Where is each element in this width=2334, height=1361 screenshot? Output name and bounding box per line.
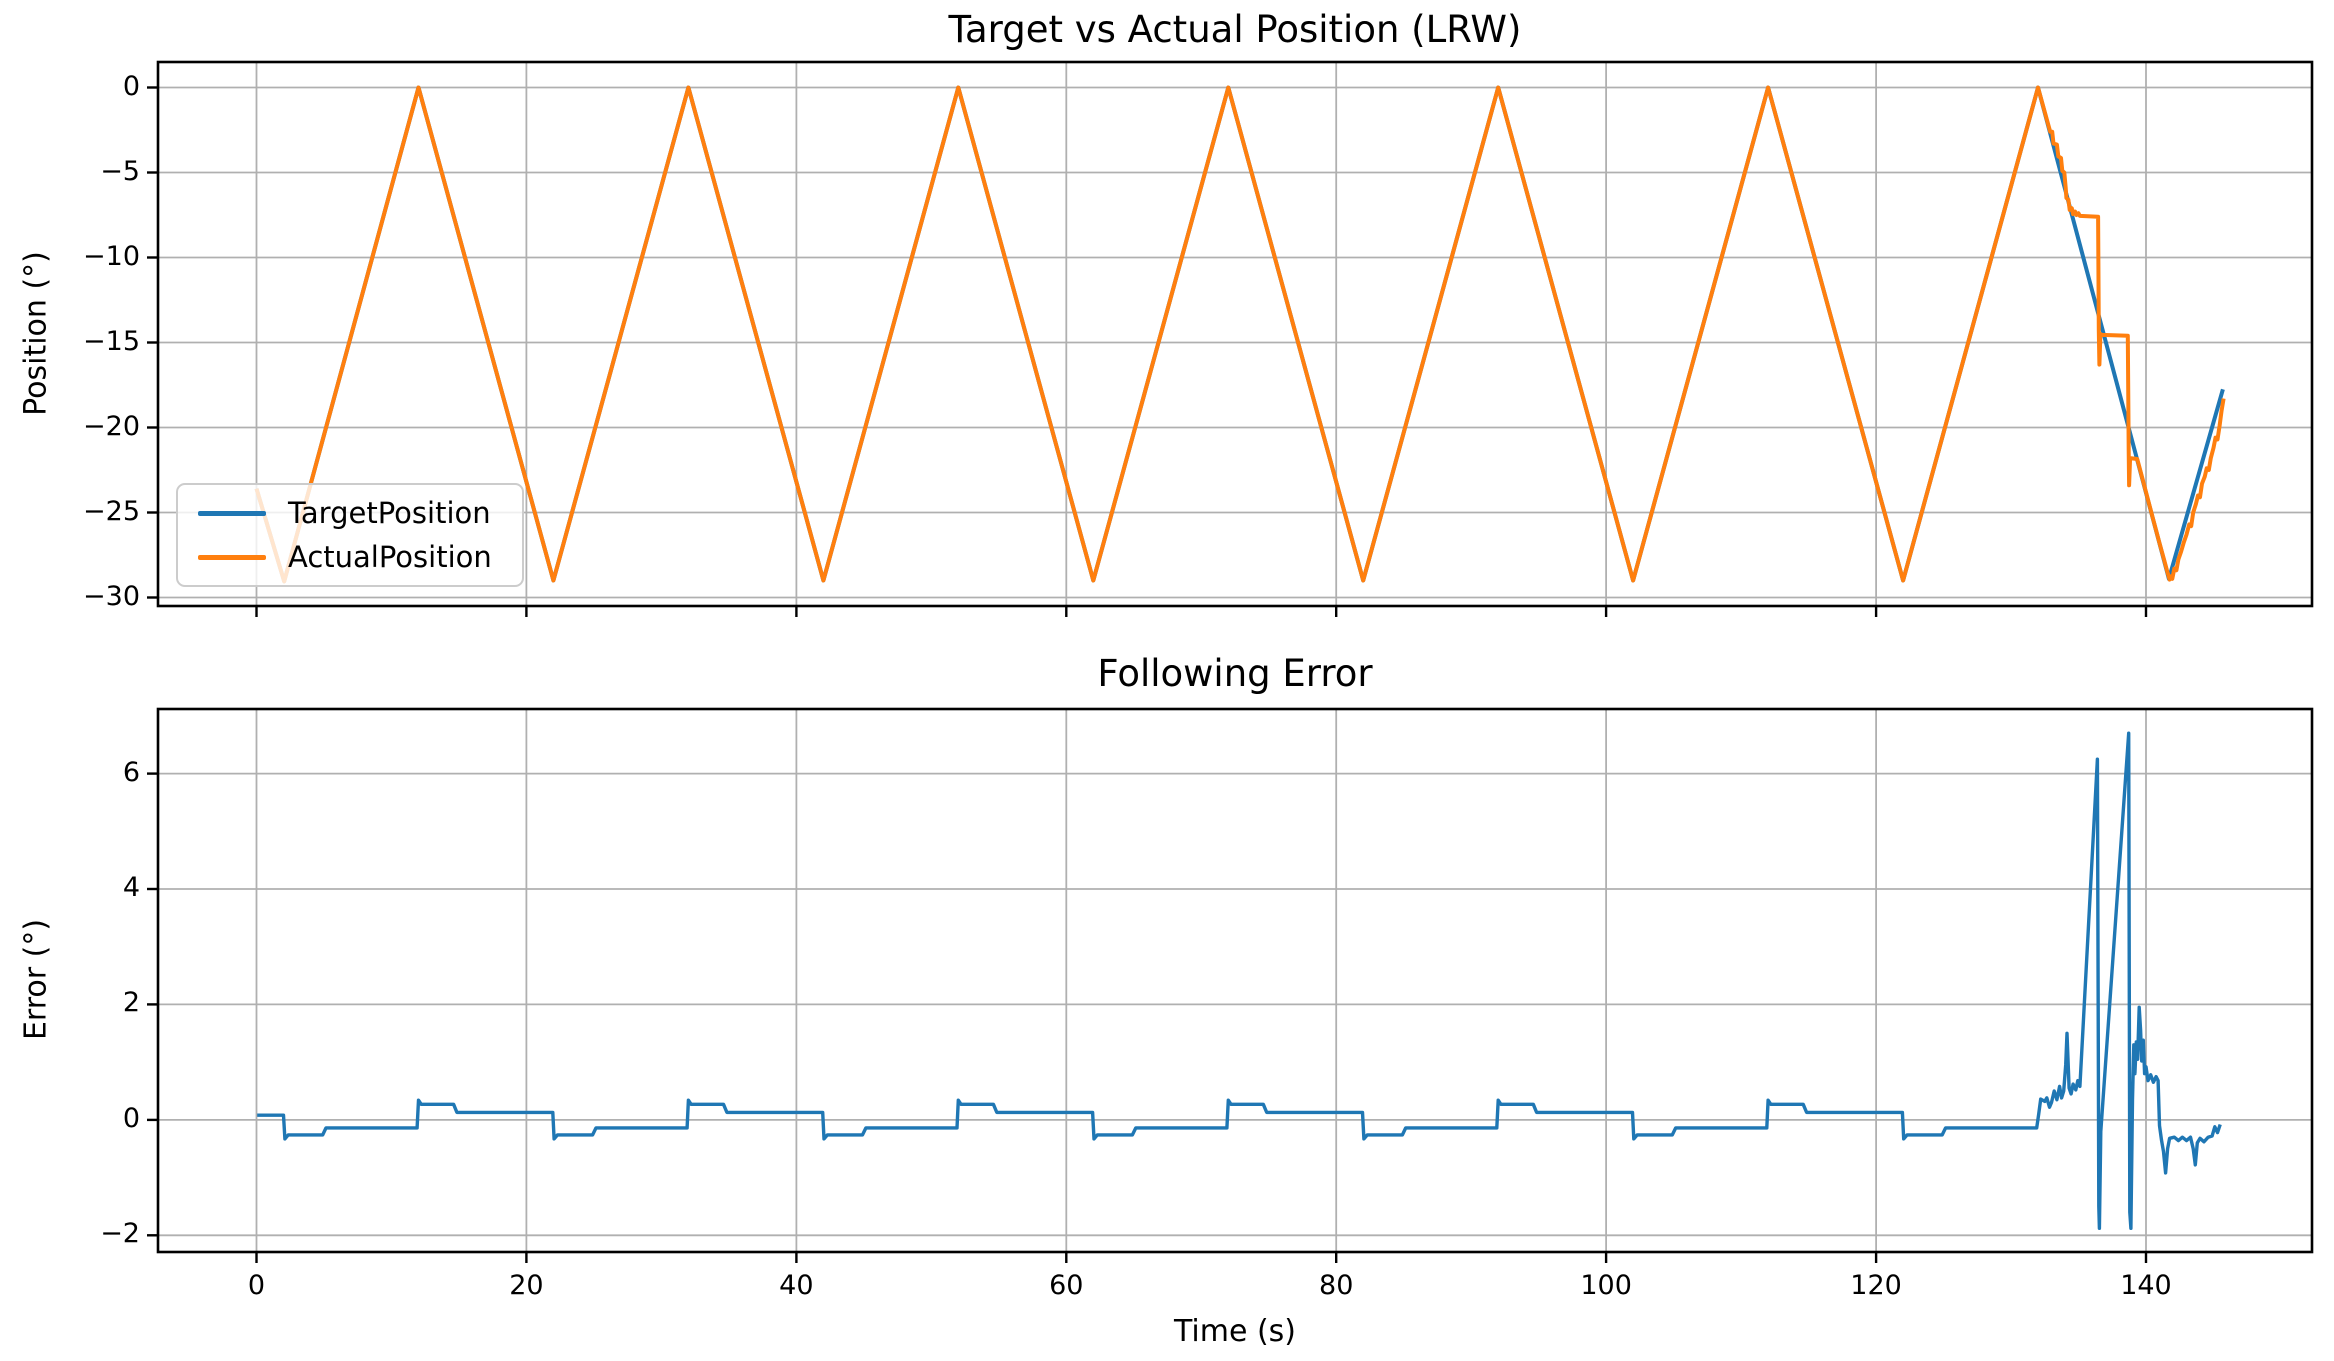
y-tick-label: −15 [83,325,140,357]
bottom-chart-title: Following Error [1097,652,1373,695]
y-tick-label: −5 [100,155,140,187]
bottom-chart-series [257,731,2222,1231]
axes-spines [156,60,2314,608]
y-tick-label: −25 [83,495,140,527]
following-error-line [257,731,2222,1231]
legend-label-actual-position: ActualPosition [288,540,492,574]
bottom-chart-xlabel: Time (s) [1174,1314,1296,1349]
legend-entry-actual-position: ActualPosition [188,540,512,574]
y-tick-label: 0 [122,70,140,102]
y-tick-label: 2 [122,987,140,1019]
axes-spines [156,707,2314,1254]
y-tick-label: 4 [122,872,140,904]
top-chart-ylabel: Position (°) [18,251,54,416]
x-tick-label: 40 [779,1270,814,1301]
y-tick-label: 6 [122,756,140,788]
target-position-line [254,85,2225,584]
y-tick-label: −2 [100,1218,140,1250]
x-tick-label: 0 [247,1270,266,1301]
top-chart-title: Target vs Actual Position (LRW) [948,8,1522,51]
legend-label-target-position: TargetPosition [288,496,491,530]
top-chart-axes [147,60,2314,617]
x-tick-label: 80 [1319,1270,1354,1301]
x-tick-label: 20 [509,1270,544,1301]
x-tick-label: 140 [2120,1270,2172,1301]
x-tick-label: 120 [1850,1270,1902,1301]
bottom-chart-grid [158,709,2312,1252]
target-position-line-swatch [198,510,266,516]
x-tick-label: 100 [1580,1270,1632,1301]
y-tick-label: −30 [83,580,140,612]
legend: TargetPosition ActualPosition [176,483,524,587]
actual-position-line-swatch [198,554,266,560]
bottom-chart-ylabel: Error (°) [18,918,54,1041]
bottom-chart-axes [147,707,2314,1263]
actual-position-line [254,85,2226,584]
top-chart-series [254,85,2226,584]
x-tick-label: 60 [1049,1270,1084,1301]
y-tick-label: −10 [83,240,140,272]
y-tick-label: 0 [122,1102,140,1134]
y-tick-label: −20 [83,410,140,442]
legend-entry-target-position: TargetPosition [188,496,512,530]
